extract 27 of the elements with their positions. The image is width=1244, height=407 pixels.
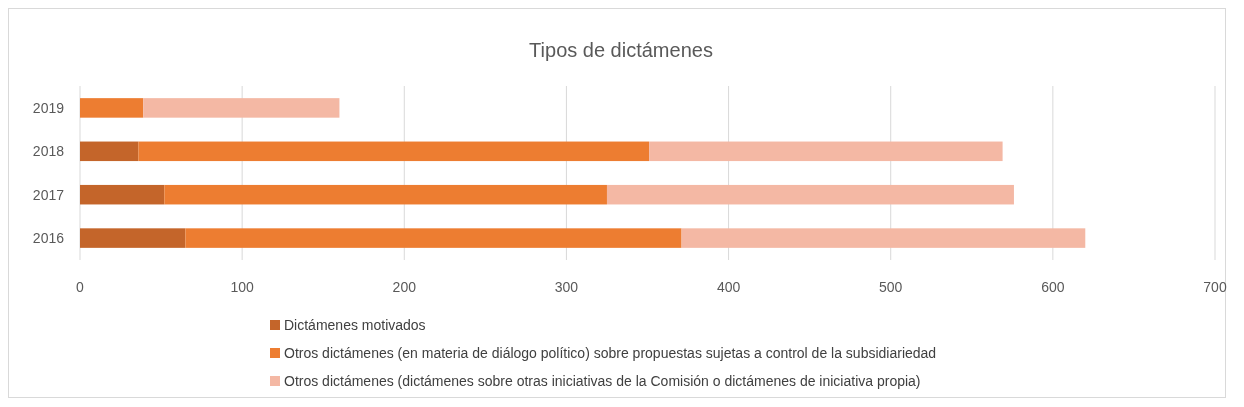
- x-tick-label: 100: [230, 279, 255, 295]
- bar: [681, 228, 1086, 248]
- y-tick-label: 2018: [32, 143, 65, 160]
- x-tick-label: 400: [716, 279, 741, 295]
- x-tick-label: 200: [392, 279, 417, 295]
- x-tick-label: 300: [554, 279, 579, 295]
- bar: [606, 184, 1014, 205]
- bar: [164, 184, 607, 205]
- x-tick-label: 500: [879, 279, 903, 295]
- bar: [80, 98, 144, 118]
- bar: [185, 228, 682, 248]
- legend-label: Dictámenes motivados: [284, 317, 426, 333]
- y-tick-label: 2019: [32, 99, 65, 116]
- y-tick-label: 2017: [32, 186, 65, 203]
- x-tick-label: 600: [1041, 279, 1065, 295]
- y-tick-label: 2016: [32, 230, 65, 247]
- bar: [80, 141, 139, 162]
- chart-title: Tipos de dictámenes: [529, 39, 713, 61]
- legend-label: Otros dictámenes (dictámenes sobre otras iniciativas de la Comisión o dictámenes de iniciativa propia): [284, 373, 921, 389]
- x-tick-label: 700: [1203, 279, 1227, 295]
- bar: [143, 98, 340, 118]
- bar: [649, 141, 1003, 162]
- legend-label: Otros dictámenes (en materia de diálogo político) sobre propuestas sujetas a control de la subsidiariedad: [284, 345, 937, 361]
- bar: [80, 184, 165, 205]
- bar: [138, 141, 650, 162]
- x-tick-label: 0: [76, 279, 85, 295]
- bar: [80, 228, 186, 248]
